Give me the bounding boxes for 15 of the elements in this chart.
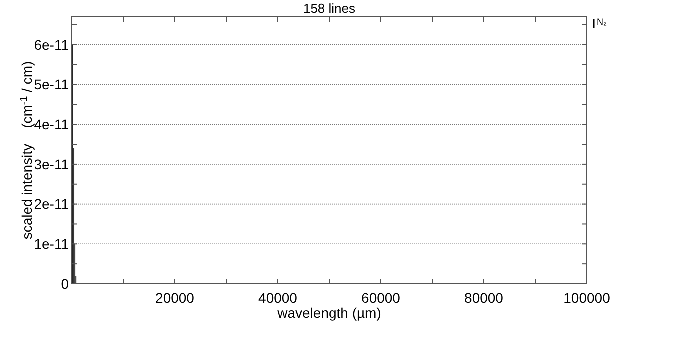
x-tick-label: 60000 [362,290,401,306]
x-axis-title: wavelength (µm) [276,305,382,321]
legend-label: N₂ [597,17,608,27]
x-tick-label: 40000 [258,290,298,306]
x-tick-label: 80000 [464,290,504,306]
y-tick-label: 1e-11 [34,236,70,252]
y-tick-label: 5e-11 [34,76,70,93]
y-tick-label: 4e-11 [34,116,70,132]
y-tick-label: 0 [61,276,70,292]
y-tick-label: 6e-11 [34,36,70,53]
y-tick-label: 2e-11 [34,196,70,212]
y-tick-label: 3e-11 [34,156,70,172]
x-tick-label: 20000 [156,290,195,306]
x-tick-label: 100000 [564,290,611,306]
chart-title: 158 lines [303,1,356,16]
